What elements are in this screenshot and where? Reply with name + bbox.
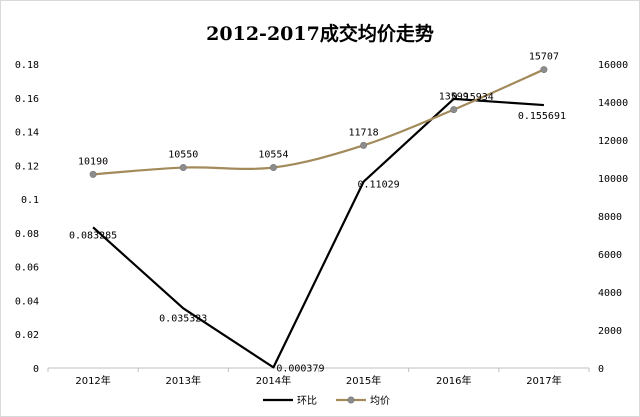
data-label-环比: 0.035323 — [159, 313, 207, 324]
data-label-均价: 10190 — [78, 156, 108, 167]
data-labels: 0.083285 0.035323 0.000379 0.11029 0.15934 0.… — [69, 52, 566, 375]
x-tick-label: 2012年 — [75, 374, 110, 387]
data-label-均价: 15707 — [529, 52, 559, 63]
axes: 2012年 2013年 2014年 2015年 2016年 2017年 0 0.02 0.04 0… — [15, 60, 628, 387]
y-right-tick-label: 4000 — [598, 288, 622, 299]
series-marker-均价 — [269, 163, 277, 171]
y-left-tick-label: 0.06 — [15, 263, 39, 274]
chart-title: 2012-2017成交均价走势 — [206, 22, 434, 45]
legend-marker-均价 — [347, 396, 355, 404]
y-left-tick-label: 0.08 — [15, 229, 39, 240]
y-left-tick-label: 0.04 — [15, 296, 39, 307]
series-marker-均价 — [450, 106, 458, 114]
y-left-tick-label: 0 — [33, 364, 39, 375]
y-left-tick-label: 0.1 — [21, 195, 39, 206]
data-label-环比: 0.155691 — [518, 111, 566, 122]
x-tick-label: 2015年 — [346, 374, 381, 387]
x-tick-label: 2013年 — [166, 374, 201, 387]
series-lines — [89, 66, 548, 369]
series-marker-均价 — [360, 141, 368, 149]
y-right-tick-label: 6000 — [598, 250, 622, 261]
data-label-均价: 11718 — [349, 127, 379, 138]
x-tick-label: 2014年 — [256, 374, 291, 387]
series-marker-均价 — [179, 164, 187, 172]
series-marker-均价 — [540, 66, 548, 74]
data-label-均价: 13599 — [439, 92, 469, 103]
data-label-环比: 0.000379 — [276, 363, 324, 374]
x-tick-label: 2017年 — [526, 374, 561, 387]
y-left-tick-label: 0.12 — [15, 161, 39, 172]
y-right-tick-label: 10000 — [598, 174, 628, 185]
data-label-环比: 0.11029 — [358, 180, 400, 191]
y-left-tick-label: 0.18 — [15, 60, 39, 71]
series-line-均价 — [93, 68, 545, 176]
y-right-tick-label: 14000 — [598, 98, 628, 109]
data-label-环比: 0.15934 — [452, 92, 494, 103]
data-label-均价: 10550 — [168, 150, 198, 161]
data-label-均价: 10554 — [258, 149, 288, 160]
y-right-tick-label: 2000 — [598, 326, 622, 337]
y-right-tick-label: 8000 — [598, 212, 622, 223]
legend: 环比 均价 — [263, 395, 390, 407]
y-left-tick-label: 0.16 — [15, 94, 39, 105]
x-tick-label: 2016年 — [436, 374, 471, 387]
y-left-tick-label: 0.14 — [15, 128, 39, 139]
series-line-环比 — [92, 97, 544, 369]
y-right-tick-label: 0 — [598, 364, 604, 375]
y-right-tick-label: 12000 — [598, 136, 628, 147]
data-label-环比: 0.083285 — [69, 230, 117, 241]
legend-label-环比: 环比 — [297, 395, 317, 407]
y-left-tick-label: 0.02 — [15, 330, 39, 341]
legend-label-均价: 均价 — [370, 395, 390, 407]
series-marker-均价 — [89, 170, 97, 178]
y-right-tick-label: 16000 — [598, 60, 628, 71]
